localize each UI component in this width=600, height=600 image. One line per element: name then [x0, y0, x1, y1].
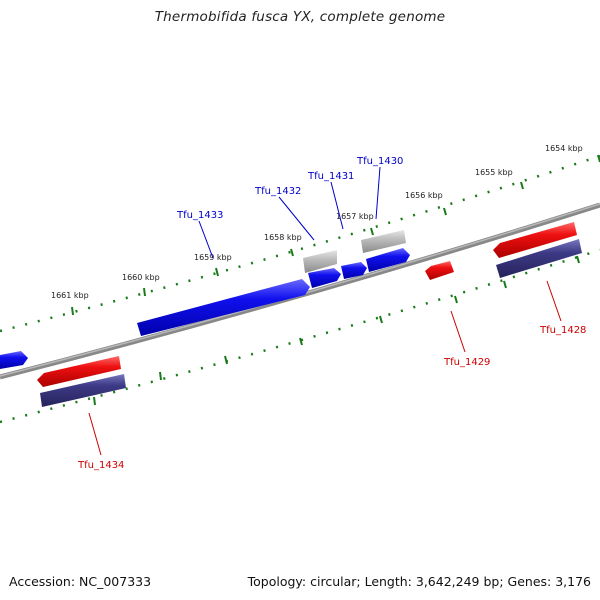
map-title: Thermobifida fusca YX, complete genome	[154, 9, 446, 25]
pseudo-feature-a[interactable]	[303, 250, 337, 273]
major-tick	[379, 315, 383, 324]
scale-label-1655: 1655 kbp	[475, 168, 513, 177]
gene-feature-tfu-1434[interactable]	[40, 374, 126, 407]
major-tick	[93, 396, 96, 406]
gene-labels: Tfu_1430 Tfu_1431 Tfu_1432 Tfu_1433 Tfu_…	[77, 156, 586, 471]
major-tick	[454, 295, 458, 304]
pseudo-feature-b[interactable]	[361, 230, 406, 253]
scale-label-1661: 1661 kbp	[51, 291, 89, 300]
leader-tfu-1431	[330, 181, 344, 230]
leader-tfu-1430	[375, 166, 381, 220]
leader-tfu-1429	[450, 310, 466, 353]
major-tick	[159, 371, 162, 381]
gene-label-tfu-1433[interactable]: Tfu_1433	[176, 210, 223, 221]
major-tick	[443, 207, 447, 216]
gene-label-tfu-1432[interactable]: Tfu_1432	[254, 186, 301, 197]
cds-feature-tfu-1434[interactable]	[37, 356, 121, 387]
major-tick	[290, 248, 294, 257]
major-tick	[370, 227, 374, 236]
major-tick	[576, 255, 580, 264]
gene-label-tfu-1434[interactable]: Tfu_1434	[77, 460, 124, 471]
major-tick	[299, 337, 303, 346]
cds-feature-tfu-1433[interactable]	[137, 279, 310, 336]
scale-label-1660: 1660 kbp	[122, 273, 160, 282]
cds-feature-tfu-1430[interactable]	[366, 248, 410, 272]
gene-label-tfu-1430[interactable]: Tfu_1430	[356, 156, 403, 167]
gene-label-tfu-1431[interactable]: Tfu_1431	[307, 171, 354, 182]
inner-major-ticks	[93, 255, 580, 406]
cds-feature-tfu-1432[interactable]	[308, 268, 341, 288]
gene-label-tfu-1429[interactable]: Tfu_1429	[443, 357, 490, 368]
cds-feature-tfu-1429[interactable]	[425, 261, 454, 280]
gene-feature-tfu-1428[interactable]	[496, 239, 582, 278]
accession-text: Accession: NC_007333	[9, 574, 152, 589]
cds-feature-tfu-1431[interactable]	[341, 262, 367, 279]
scale-label-1657: 1657 kbp	[336, 212, 374, 221]
scale-label-1654: 1654 kbp	[545, 144, 583, 153]
major-tick	[215, 267, 219, 277]
genome-summary-text: Topology: circular; Length: 3,642,249 bp…	[247, 574, 591, 589]
cds-feature-tfu-1428[interactable]	[493, 222, 577, 258]
gene-label-tfu-1428[interactable]: Tfu_1428	[539, 325, 586, 336]
leader-tfu-1433	[198, 220, 214, 259]
major-tick	[71, 306, 74, 316]
reverse-strand-features	[37, 222, 582, 407]
leader-tfu-1428	[546, 280, 562, 322]
label-leader-lines	[88, 166, 562, 456]
scale-label-1656: 1656 kbp	[405, 191, 443, 200]
major-tick	[520, 181, 524, 190]
major-tick	[224, 355, 228, 365]
inner-tick-ruler	[0, 248, 600, 424]
forward-strand-features	[0, 230, 410, 369]
major-tick	[503, 280, 507, 289]
scale-label-1658: 1658 kbp	[264, 233, 302, 242]
leader-tfu-1434	[88, 412, 102, 456]
leader-tfu-1432	[278, 196, 315, 241]
major-tick	[143, 287, 146, 297]
cds-feature-left-edge[interactable]	[0, 351, 28, 369]
